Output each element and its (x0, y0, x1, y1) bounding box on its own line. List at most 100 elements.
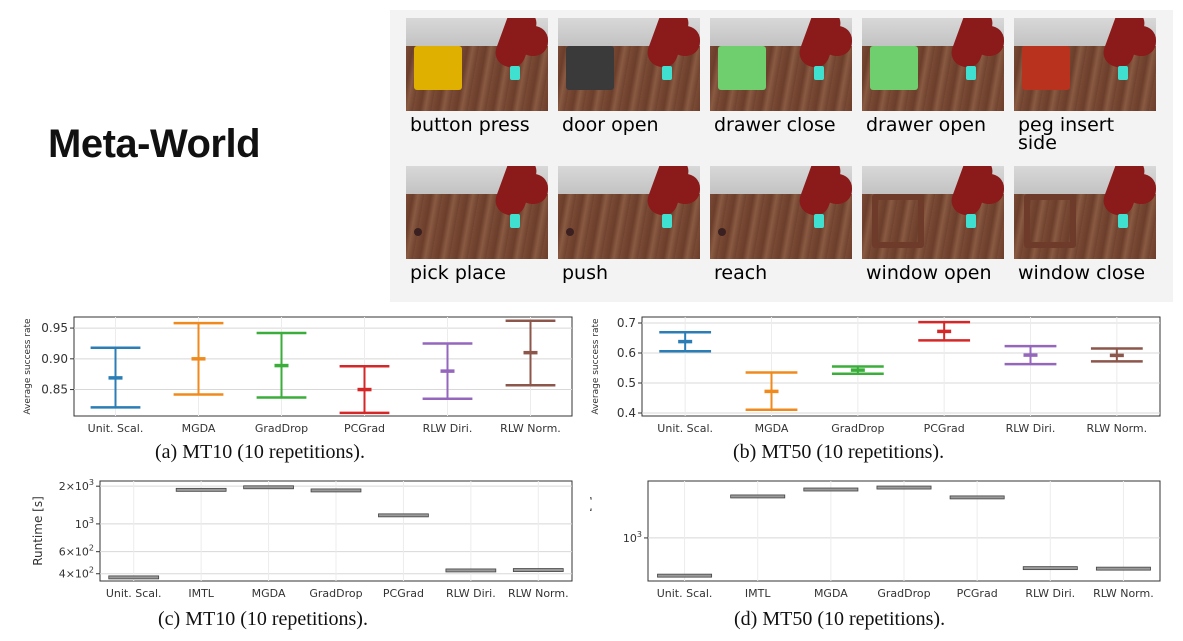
x-tick-label: MGDA (814, 587, 848, 600)
y-tick-label: 0.95 (41, 321, 68, 335)
runtime-box-4 (378, 513, 429, 518)
x-tick-label: RLW Norm. (1093, 587, 1154, 600)
y-tick-label: 6×102 (59, 544, 94, 559)
task-label-2: door open (562, 114, 659, 136)
x-tick-label: RLW Norm. (1087, 422, 1148, 435)
task-object (414, 46, 462, 90)
task-image-8 (710, 166, 852, 259)
task-image-5 (1014, 18, 1156, 111)
y-tick-label: 4×102 (59, 566, 94, 581)
task-object (718, 228, 726, 236)
y-tick-label: 0.5 (617, 376, 636, 390)
gripper (510, 214, 520, 228)
task-image-1 (406, 18, 548, 111)
caption-c: (c) MT10 (10 repetitions). (158, 608, 368, 630)
x-tick-label: GradDrop (255, 422, 308, 435)
caption-d: (d) MT50 (10 repetitions). (734, 608, 946, 630)
task-label-10: window close (1018, 262, 1146, 284)
chart-mt10-success: 0.85 0.90 0.95 Average success rate Unit. Sc… (23, 316, 573, 435)
task-image-6 (406, 166, 548, 259)
y-axis-label: Average success rate (591, 318, 601, 415)
runtime-box-2 (243, 485, 294, 490)
task-label-7: push (562, 262, 609, 284)
x-tick-label: MGDA (182, 422, 216, 435)
caption-a: (a) MT10 (10 repetitions). (155, 441, 365, 463)
x-tick-label: Unit. Scal. (657, 422, 713, 435)
task-label-9: window open (866, 262, 992, 284)
task-label-5: peg insert side (1018, 114, 1115, 154)
task-image-2 (558, 18, 700, 111)
x-tick-label: RLW Diri. (1006, 422, 1056, 435)
x-tick-label: MGDA (755, 422, 789, 435)
y-tick-label: 0.90 (41, 352, 68, 366)
x-tick-label: IMTL (745, 587, 771, 600)
x-tick-label: GradDrop (831, 422, 884, 435)
runtime-box-3 (876, 485, 932, 490)
y-tick-label: 0.4 (617, 406, 636, 420)
runtime-box-1 (175, 487, 227, 492)
runtime-box-0 (657, 573, 713, 578)
x-tick-label: PCGrad (344, 422, 385, 435)
runtime-box-6 (1095, 566, 1151, 571)
runtime-box-3 (310, 488, 362, 493)
runtime-box-1 (730, 494, 786, 499)
x-tick-label: GradDrop (877, 587, 930, 600)
task-object (870, 46, 918, 90)
gripper (966, 214, 976, 228)
y-tick-label: 103 (75, 516, 94, 531)
y-tick-label: 0.7 (617, 316, 636, 330)
chart-mt10-runtime: 4×102 6×102 103 2×103 Runtime [s] Unit. Scal.… (31, 478, 573, 600)
gripper (510, 66, 520, 80)
task-label-8: reach (714, 262, 768, 284)
gripper (814, 66, 824, 80)
gripper (662, 66, 672, 80)
task-image-4 (862, 18, 1004, 111)
plot-frame (73, 316, 573, 417)
chart-mt50-runtime: 103 Runtime [s] Unit. Scal. IMTL MGDA GradDro… (590, 480, 1161, 600)
gripper (1118, 66, 1128, 80)
x-tick-label: PCGrad (957, 587, 998, 600)
x-tick-label: RLW Norm. (508, 587, 569, 600)
y-tick-label: 0.85 (41, 383, 68, 397)
task-object (414, 228, 422, 236)
caption-b: (b) MT50 (10 repetitions). (733, 441, 945, 463)
x-tick-label: MGDA (252, 587, 286, 600)
runtime-box-5 (445, 568, 497, 573)
task-object (1022, 46, 1070, 90)
y-axis-label: Runtime [s] (590, 496, 593, 566)
x-tick-label: Unit. Scal. (106, 587, 162, 600)
plot-frame (641, 316, 1161, 417)
y-axis-label: Average success rate (23, 318, 33, 415)
task-object (872, 194, 924, 248)
gripper (1118, 214, 1128, 228)
x-tick-label: RLW Diri. (446, 587, 496, 600)
runtime-box-0 (108, 575, 160, 580)
x-tick-label: RLW Norm. (500, 422, 561, 435)
x-tick-label: RLW Diri. (423, 422, 473, 435)
y-axis-label: Runtime [s] (31, 496, 45, 566)
x-tick-label: PCGrad (383, 587, 424, 600)
runtime-box-2 (803, 487, 859, 492)
y-tick-label: 0.6 (617, 346, 636, 360)
x-tick-label: Unit. Scal. (88, 422, 144, 435)
x-tick-label: PCGrad (924, 422, 965, 435)
task-object (566, 46, 614, 90)
x-tick-label: GradDrop (309, 587, 362, 600)
task-label-6: pick place (410, 262, 506, 284)
task-label-1: button press (410, 114, 530, 136)
task-label-4: drawer open (866, 114, 987, 136)
task-image-10 (1014, 166, 1156, 259)
page-title: Meta-World (48, 122, 261, 166)
runtime-box-6 (512, 568, 564, 572)
chart-mt50-success: 0.4 0.5 0.6 0.7 Average success rate Unit. Sc… (591, 316, 1161, 435)
gripper (814, 214, 824, 228)
task-label-3: drawer close (714, 114, 836, 136)
x-tick-label: IMTL (188, 587, 214, 600)
task-image-3 (710, 18, 852, 111)
task-object (718, 46, 766, 90)
gripper (966, 66, 976, 80)
task-image-9 (862, 166, 1004, 259)
x-tick-label: RLW Diri. (1025, 587, 1075, 600)
y-tick-label: 103 (623, 530, 642, 545)
x-tick-label: Unit. Scal. (657, 587, 713, 600)
